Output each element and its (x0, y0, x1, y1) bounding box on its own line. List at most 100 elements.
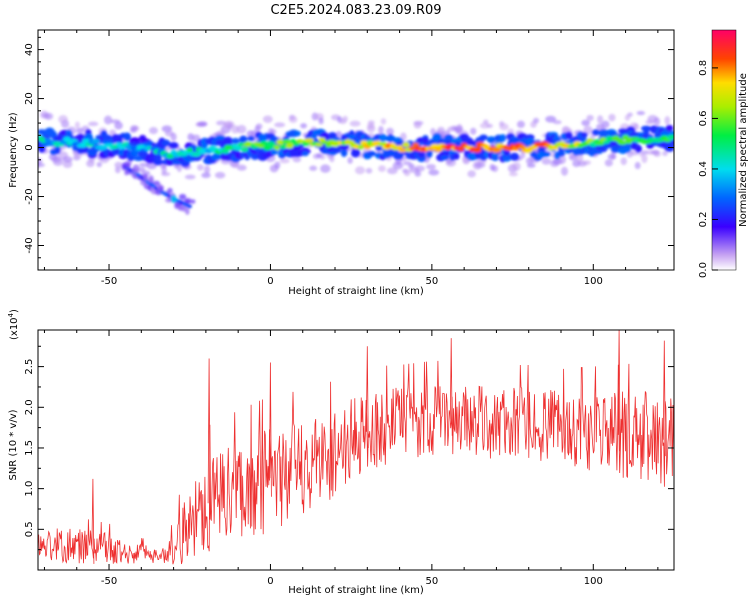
heatmap-cell (430, 128, 436, 136)
heatmap-cell (386, 127, 394, 136)
y-tick-label: 2.0 (24, 399, 35, 415)
heatmap-cell (516, 120, 525, 129)
heatmap-cell (453, 152, 460, 160)
heatmap-cell (627, 112, 633, 117)
heatmap-cell (413, 121, 422, 129)
heatmap-cell (233, 145, 243, 151)
heatmap-cell (91, 138, 101, 144)
heatmap-cell (512, 161, 521, 171)
heatmap-cell (114, 121, 123, 130)
heatmap-cell (52, 158, 64, 166)
heatmap-cell (491, 147, 502, 153)
heatmap-cell (342, 115, 348, 123)
heatmap-cell (288, 115, 298, 123)
heatmap-cell (634, 146, 643, 152)
heatmap-cell (38, 129, 47, 135)
heatmap-cell (350, 148, 361, 158)
heatmap-cell (263, 144, 272, 151)
heatmap-cell (54, 145, 61, 155)
heatmap-cell (231, 125, 240, 134)
heatmap-cell (186, 147, 193, 153)
colorbar-tick-label: 0.0 (698, 262, 709, 278)
heatmap-cell (141, 170, 151, 176)
heatmap-cell (610, 151, 616, 160)
heatmap-cell (236, 124, 247, 134)
heatmap-cell (408, 163, 415, 169)
x-tick-label: 50 (426, 576, 439, 587)
heatmap-cell (470, 127, 477, 135)
heatmap-cell (239, 135, 248, 144)
colorbar-tick-label: 0.4 (698, 161, 709, 177)
heatmap-cell (279, 144, 287, 149)
heatmap-cell (267, 128, 274, 135)
spectrogram-y-label: Frequency (Hz) (8, 112, 19, 188)
y-tick-label: -40 (24, 237, 35, 253)
heatmap-cell (440, 155, 450, 161)
heatmap-cell (380, 118, 387, 125)
heatmap-cell (314, 142, 323, 147)
y-tick-label: 2.5 (24, 359, 35, 375)
spectrogram-x-axis: -50 0 50 100 (43, 30, 659, 287)
heatmap-cell (426, 149, 433, 158)
heatmap-cell (237, 142, 246, 147)
spectrogram-x-label: Height of straight line (km) (288, 286, 424, 297)
heatmap-cell (378, 125, 384, 135)
heatmap-cell (641, 150, 650, 155)
heatmap-cell (184, 174, 196, 180)
heatmap-cell (386, 167, 398, 175)
heatmap-cell (620, 157, 627, 166)
heatmap-cell (115, 166, 121, 174)
heatmap-cell (148, 175, 154, 183)
heatmap-cell (445, 129, 451, 135)
heatmap-cell (281, 139, 292, 145)
heatmap-cell (378, 165, 386, 172)
heatmap-cell (240, 146, 249, 153)
heatmap-cell (114, 161, 123, 169)
heatmap-cell (161, 172, 171, 177)
heatmap-cell (669, 134, 674, 139)
heatmap-cell (292, 157, 302, 163)
heatmap-cell (98, 144, 107, 151)
heatmap-cell (556, 150, 566, 157)
heatmap-cell (662, 150, 668, 157)
heatmap-cell (501, 153, 512, 161)
heatmap-cell (63, 136, 71, 142)
y-tick-label: 40 (24, 43, 35, 56)
heatmap-cell (665, 124, 674, 132)
heatmap-cell (168, 141, 179, 149)
heatmap-cell (467, 170, 476, 178)
heatmap-cell (654, 151, 661, 157)
heatmap-cell (519, 151, 526, 159)
heatmap-cell (192, 134, 201, 142)
heatmap-cell (392, 152, 404, 160)
heatmap-cell (586, 114, 594, 122)
heatmap-cell (564, 131, 573, 140)
colorbar-tick-label: 0.2 (698, 212, 709, 228)
heatmap-cell (79, 142, 87, 148)
heatmap-cell (636, 110, 646, 116)
heatmap-cell (325, 143, 332, 148)
heatmap-cell (533, 117, 540, 124)
colorbar: 0.0 0.2 0.4 0.6 0.8 Normalized spectral ampl… (698, 29, 749, 278)
heatmap-cell (214, 171, 226, 179)
heatmap-cell (508, 171, 518, 177)
heatmap-cell (178, 193, 187, 200)
heatmap-cell (275, 139, 285, 145)
x-tick-label: 100 (584, 276, 603, 287)
heatmap-cell (101, 140, 111, 145)
heatmap-cell (365, 167, 373, 174)
heatmap-cell (602, 139, 610, 144)
heatmap-cell (645, 119, 654, 125)
colorbar-frame (711, 29, 737, 271)
heatmap-cell (149, 127, 158, 135)
heatmap-cell (190, 199, 196, 204)
heatmap-cell (198, 121, 208, 127)
x-tick-label: 0 (267, 276, 273, 287)
heatmap-cell (457, 145, 465, 152)
heatmap-cell (204, 165, 211, 174)
heatmap-cell (231, 137, 240, 145)
heatmap-cell (38, 162, 45, 168)
heatmap-cell (402, 161, 412, 166)
heatmap-cell (366, 150, 377, 157)
